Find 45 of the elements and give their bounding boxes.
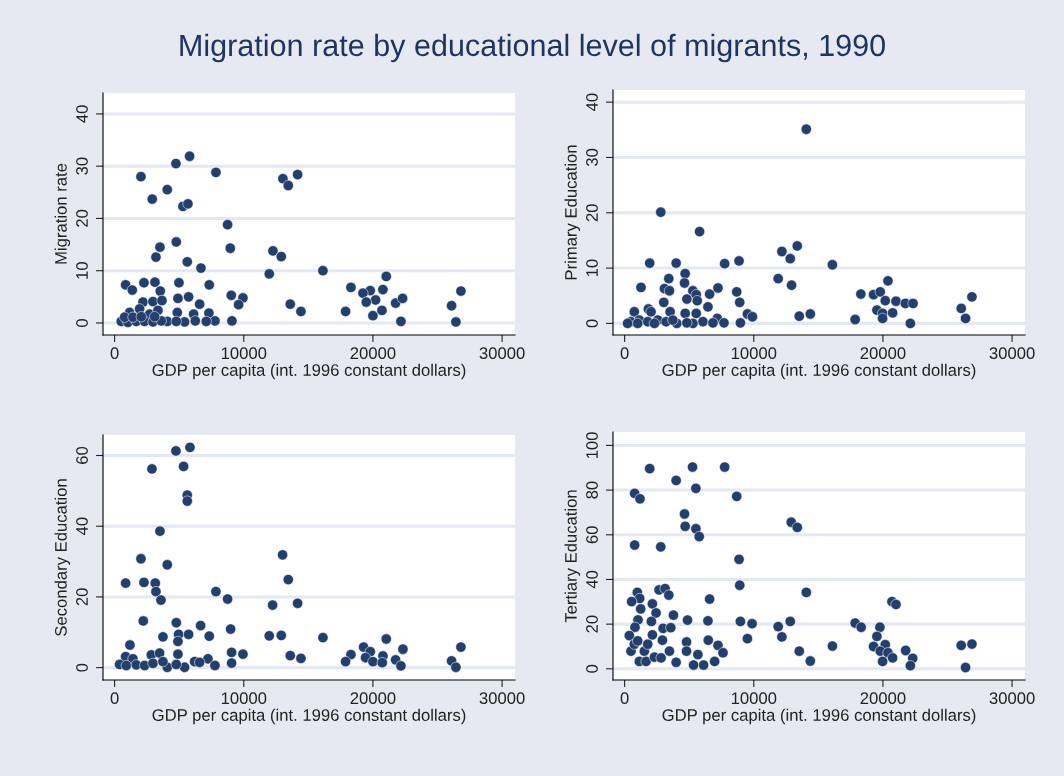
- y-tick-label: 0: [586, 664, 598, 673]
- y-tick-label: 20: [586, 615, 598, 633]
- x-tick-label: 10000: [731, 692, 777, 705]
- y-tick-label: 80: [586, 481, 598, 499]
- x-tick-label: 30000: [479, 347, 525, 360]
- x-tick-label: 10000: [731, 347, 777, 360]
- x-tick-label: 0: [620, 692, 629, 705]
- x-tick-label: 0: [620, 347, 629, 360]
- y-axis-title: Primary Education: [564, 145, 581, 280]
- y-tick-label: 40: [586, 570, 598, 589]
- y-tick-label: 40: [586, 93, 598, 112]
- x-tick-label: 20000: [350, 692, 396, 705]
- y-tick-label: 20: [76, 209, 88, 227]
- x-axis-title: GDP per capita (int. 1996 constant dollars): [662, 708, 976, 725]
- x-tick-label: 20000: [350, 347, 396, 360]
- y-tick-label: 20: [76, 588, 88, 606]
- y-tick-label: 10: [586, 259, 598, 277]
- y-tick-label: 40: [76, 105, 88, 123]
- x-tick-label: 20000: [860, 347, 906, 360]
- x-axis-title: GDP per capita (int. 1996 constant dollars): [662, 363, 976, 380]
- y-tick-label: 0: [76, 663, 88, 672]
- y-axis-title: Tertiary Education: [564, 490, 581, 623]
- x-tick-label: 30000: [989, 347, 1035, 360]
- x-tick-label: 0: [110, 347, 119, 360]
- y-tick-label: 60: [586, 526, 598, 544]
- x-axis-title: GDP per capita (int. 1996 constant dollars): [152, 708, 466, 725]
- y-tick-label: 20: [586, 204, 598, 222]
- y-tick-label: 30: [76, 157, 88, 175]
- y-tick-label: 60: [76, 446, 88, 464]
- y-axis-title: Secondary Education: [54, 479, 71, 636]
- y-tick-label: 100: [586, 432, 598, 459]
- y-tick-label: 10: [76, 262, 88, 279]
- x-tick-label: 20000: [860, 692, 906, 705]
- x-tick-label: 10000: [221, 347, 267, 360]
- y-tick-label: 40: [76, 517, 88, 536]
- y-tick-label: 0: [76, 319, 88, 327]
- x-tick-label: 30000: [989, 692, 1035, 705]
- x-tick-label: 0: [110, 692, 119, 705]
- x-tick-label: 30000: [479, 692, 525, 705]
- x-axis-title: GDP per capita (int. 1996 constant dollars): [152, 363, 466, 380]
- y-tick-label: 30: [586, 148, 598, 167]
- y-axis-title: Migration rate: [54, 163, 71, 264]
- y-tick-label: 0: [586, 319, 598, 328]
- x-tick-label: 10000: [221, 692, 267, 705]
- chart-title: Migration rate by educational level of migrants, 1990: [180, 33, 885, 63]
